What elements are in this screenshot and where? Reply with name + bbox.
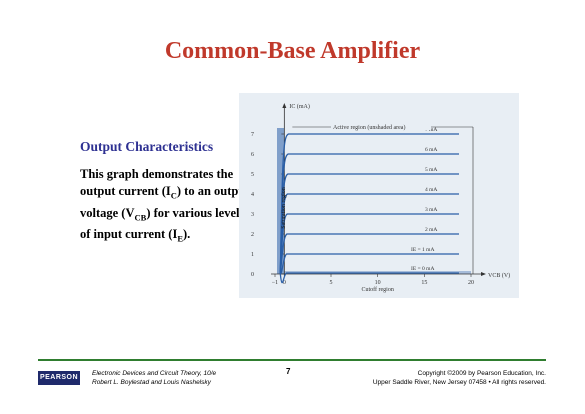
- x-tick-label: 10: [375, 280, 381, 286]
- curve-label: 6 mA: [425, 147, 437, 153]
- y-axis-arrow: [282, 103, 287, 108]
- footer-divider: [38, 359, 546, 361]
- curve-label: 3 mA: [425, 207, 437, 213]
- copyright-line-2: Upper Saddle River, New Jersey 07458 • A…: [372, 379, 546, 386]
- y-axis-label: IC (mA): [289, 103, 309, 110]
- x-tick-label: 0: [283, 280, 286, 286]
- curve-label: IE = 1 mA: [411, 247, 434, 253]
- cutoff-region-label: Cutoff region: [361, 286, 393, 293]
- y-tick-label: 6: [251, 152, 254, 158]
- active-region-label-bg: [331, 122, 431, 130]
- ie-curve: [279, 133, 459, 275]
- y-tick-label: 0: [251, 272, 254, 278]
- curve-label: 5 mA: [425, 167, 437, 173]
- saturation-region-shading: [277, 128, 285, 274]
- description-fragment: ) to an output voltage (V: [80, 184, 250, 220]
- x-axis-arrow: [481, 272, 486, 276]
- curve-label: 4 mA: [425, 187, 437, 193]
- book-authors: Robert L. Boylestad and Louis Nashelsky: [92, 379, 211, 386]
- x-axis-label: VCB (V): [488, 272, 510, 279]
- ie-curve: [279, 213, 459, 275]
- description-fragment: ) for various levels of input current (I: [80, 205, 245, 242]
- ie-curve: [279, 272, 459, 284]
- y-tick-label: 3: [251, 212, 254, 218]
- book-citation: Electronic Devices and Circuit Theory, 1…: [92, 369, 216, 387]
- copyright-line-1: Copyright ©2009 by Pearson Education, In…: [417, 370, 546, 377]
- output-characteristics-chart: IC (mA) VCB (V) 0 1 2 3 4 5 6 7 −1 0 5 10 15 20 IE = 0 m…: [251, 103, 510, 293]
- book-title: Electronic Devices and Circuit Theory, 1…: [92, 370, 217, 377]
- page-number: 7: [286, 367, 291, 376]
- publisher-logo: PEARSON: [38, 371, 80, 385]
- x-tick-label: 20: [468, 280, 474, 286]
- y-tick-label: 2: [251, 232, 254, 238]
- curve-label: 2 mA: [425, 227, 437, 233]
- subscript: E: [177, 233, 184, 244]
- y-tick-label: 1: [251, 252, 254, 258]
- subscript: CB: [134, 212, 147, 222]
- description-fragment: This graph demonstrates the output curre…: [80, 167, 234, 198]
- curve-label: IE = 0 mA: [411, 266, 434, 272]
- x-tick-label: −1: [272, 280, 278, 286]
- output-characteristics-figure: IC (mA) VCB (V) 0 1 2 3 4 5 6 7 −1 0 5 10 15 20 IE = 0 m…: [239, 93, 519, 298]
- subscript: C: [170, 190, 177, 201]
- active-region-label: Active region (unshaded area): [333, 124, 405, 131]
- y-tick-label: 7: [251, 132, 254, 138]
- curve-label: 7 mA: [425, 127, 437, 133]
- y-tick-label: 4: [251, 192, 254, 198]
- description-text: This graph demonstrates the output curre…: [80, 166, 255, 248]
- y-tick-label: 5: [251, 172, 254, 178]
- saturation-region-label: Saturation region: [281, 187, 287, 229]
- description-fragment: ).: [183, 227, 191, 241]
- x-tick-label: 15: [421, 280, 427, 286]
- copyright: Copyright ©2009 by Pearson Education, In…: [373, 369, 546, 387]
- section-heading: Output Characteristics: [80, 139, 214, 154]
- x-tick-label: 5: [330, 280, 333, 286]
- slide-title: Common-Base Amplifier: [164, 38, 421, 64]
